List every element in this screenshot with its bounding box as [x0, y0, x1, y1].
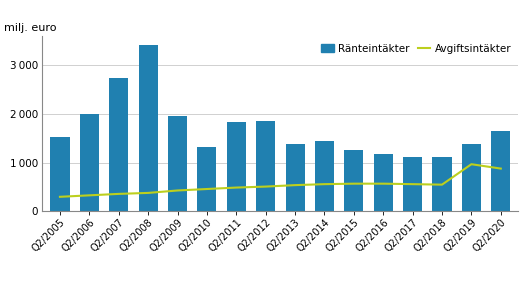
Bar: [109, 78, 128, 211]
Bar: [197, 147, 216, 211]
Bar: [80, 114, 99, 211]
Bar: [286, 144, 305, 211]
Bar: [433, 157, 452, 211]
Bar: [227, 122, 246, 211]
Bar: [344, 150, 363, 211]
Bar: [139, 45, 158, 211]
Bar: [491, 131, 510, 211]
Legend: Ränteintäkter, Avgiftsintäkter: Ränteintäkter, Avgiftsintäkter: [320, 41, 513, 56]
Bar: [373, 154, 393, 211]
Bar: [403, 157, 422, 211]
Bar: [168, 116, 187, 211]
Bar: [315, 141, 334, 211]
Bar: [256, 121, 275, 211]
Text: milj. euro: milj. euro: [4, 23, 57, 33]
Bar: [462, 144, 481, 211]
Bar: [50, 137, 69, 211]
